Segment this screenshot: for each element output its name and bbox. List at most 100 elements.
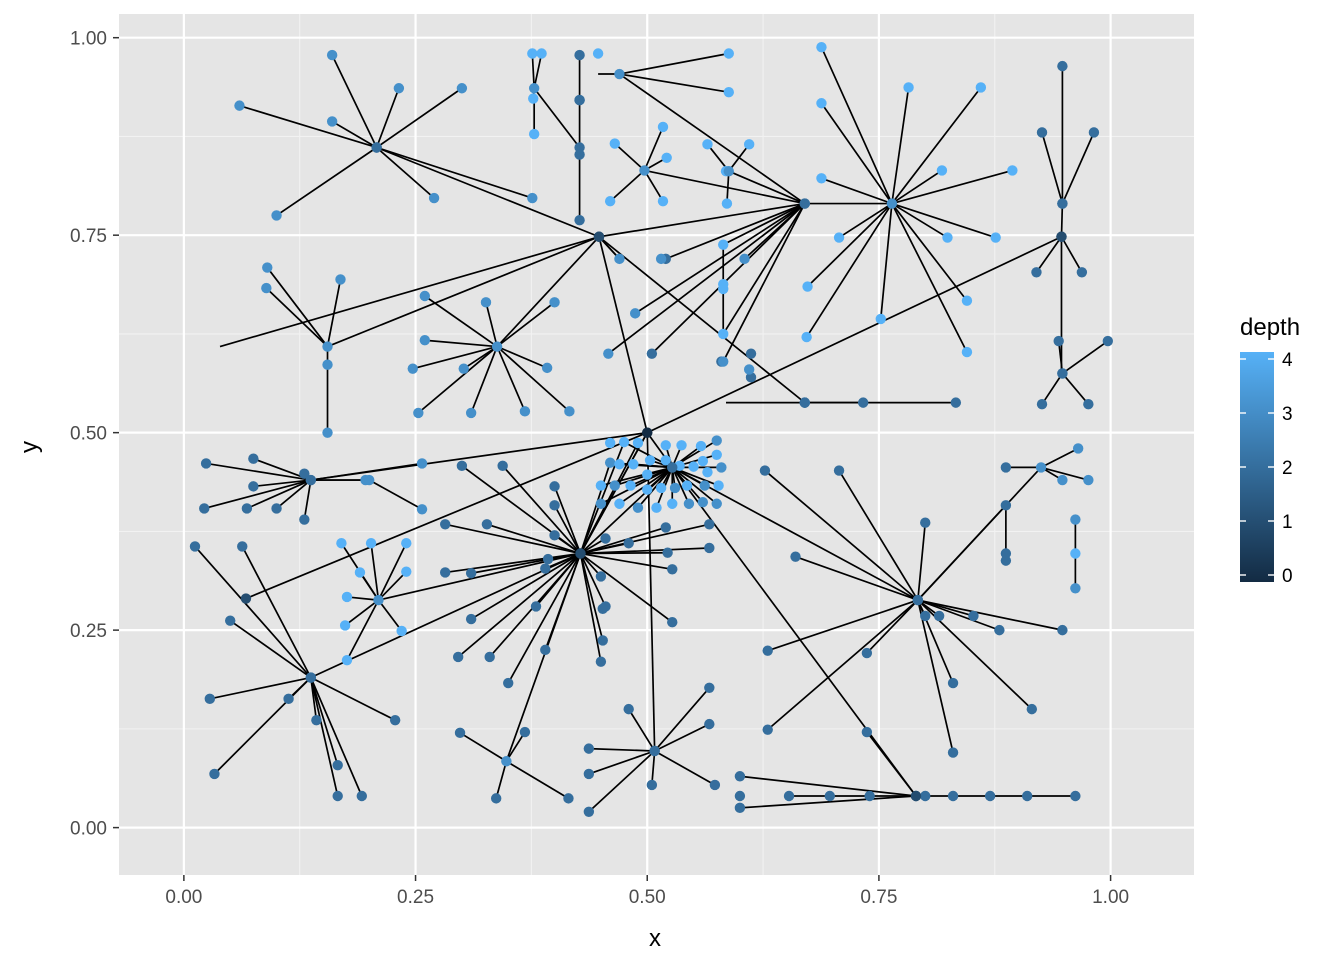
edge-line (376, 146, 600, 238)
node-point (225, 615, 236, 626)
node-point (604, 196, 616, 207)
edge-line (614, 142, 646, 172)
depth-legend: depth 0 1 2 3 4 (1240, 314, 1300, 587)
edge-line (496, 345, 548, 369)
edge-line (424, 339, 498, 348)
edge-line (916, 522, 927, 601)
edge-line (879, 203, 893, 319)
node-point (667, 564, 678, 575)
edge-line (194, 545, 312, 679)
edge-line (346, 596, 379, 601)
edge-line (303, 479, 312, 520)
edge-line (1060, 236, 1083, 273)
legend-tick-label: 1 (1282, 512, 1293, 533)
edge-line (377, 542, 408, 601)
node-point (667, 498, 678, 509)
y-tick-label: 0.75 (70, 226, 107, 247)
edge-line (417, 345, 498, 414)
node-point (984, 790, 996, 802)
node-point (465, 568, 477, 579)
node-point (709, 779, 721, 791)
node-point (326, 49, 338, 61)
node-point (642, 484, 653, 495)
edge-line (795, 555, 919, 601)
node-point (1070, 514, 1081, 525)
edge-line (553, 504, 582, 554)
node-point (549, 500, 560, 511)
edge-line (891, 86, 982, 205)
hub-node-point (912, 594, 924, 606)
edge-line (213, 676, 312, 775)
hub-node-point (667, 462, 678, 473)
node-point (564, 406, 575, 417)
node-point (339, 620, 351, 631)
edge-line (598, 236, 649, 433)
x-tick-label: 0.50 (629, 887, 666, 908)
node-point (271, 210, 282, 221)
node-point (745, 372, 757, 383)
edge-line (579, 442, 639, 554)
node-point (759, 465, 771, 476)
edge-line (253, 479, 311, 488)
edge-line (588, 750, 655, 775)
node-point (632, 437, 644, 449)
node-point (990, 232, 1001, 243)
edge-line (209, 676, 312, 700)
node-point (440, 519, 451, 530)
hub-node-point (240, 593, 252, 604)
y-axis: 0.00 0.25 0.50 0.75 1.00 (70, 29, 119, 840)
x-tick-label: 1.00 (1092, 887, 1129, 908)
edge-line (722, 202, 806, 246)
node-point (541, 362, 553, 374)
edge-line (579, 552, 673, 623)
node-point (595, 480, 607, 491)
node-point (237, 541, 248, 552)
edge-line (891, 169, 943, 205)
edge-line (891, 87, 910, 204)
edge-line (579, 553, 602, 662)
node-point (481, 519, 493, 530)
node-point (816, 98, 827, 109)
node-point (583, 768, 595, 780)
node-point (950, 397, 962, 408)
node-point (419, 290, 431, 302)
edge-line (891, 203, 968, 353)
edge-line (412, 345, 498, 370)
node-point (452, 651, 464, 663)
node-point (528, 128, 540, 140)
node-point (393, 83, 405, 94)
node-point (660, 440, 671, 451)
node-point (628, 459, 639, 470)
node-point (204, 693, 216, 705)
x-axis: 0.00 0.25 0.50 0.75 1.00 (165, 875, 1129, 908)
node-point (200, 458, 212, 469)
edge-line (665, 202, 806, 260)
node-point (574, 149, 585, 160)
edge-line (326, 279, 342, 347)
node-point (604, 457, 616, 468)
node-point (655, 253, 667, 265)
edge-line (1041, 372, 1064, 405)
hub-node-point (373, 594, 384, 606)
edge-line (644, 169, 805, 205)
edge-line (376, 146, 533, 199)
edge-line (643, 169, 664, 202)
node-point (299, 514, 310, 525)
edge-line (588, 747, 655, 752)
hub-node-point (305, 672, 317, 683)
node-point (947, 747, 959, 758)
edge-line (502, 465, 582, 555)
node-point (549, 481, 560, 492)
node-point (745, 348, 757, 359)
edge-line (346, 599, 380, 661)
hub-node-point (575, 548, 586, 559)
node-point (676, 440, 687, 451)
edge-line (609, 169, 646, 202)
hub-node-point (723, 165, 734, 177)
edge-line (424, 295, 498, 348)
edge-line (310, 677, 363, 797)
edge-line (496, 301, 556, 348)
node-points (189, 41, 1114, 818)
node-point (623, 538, 634, 549)
